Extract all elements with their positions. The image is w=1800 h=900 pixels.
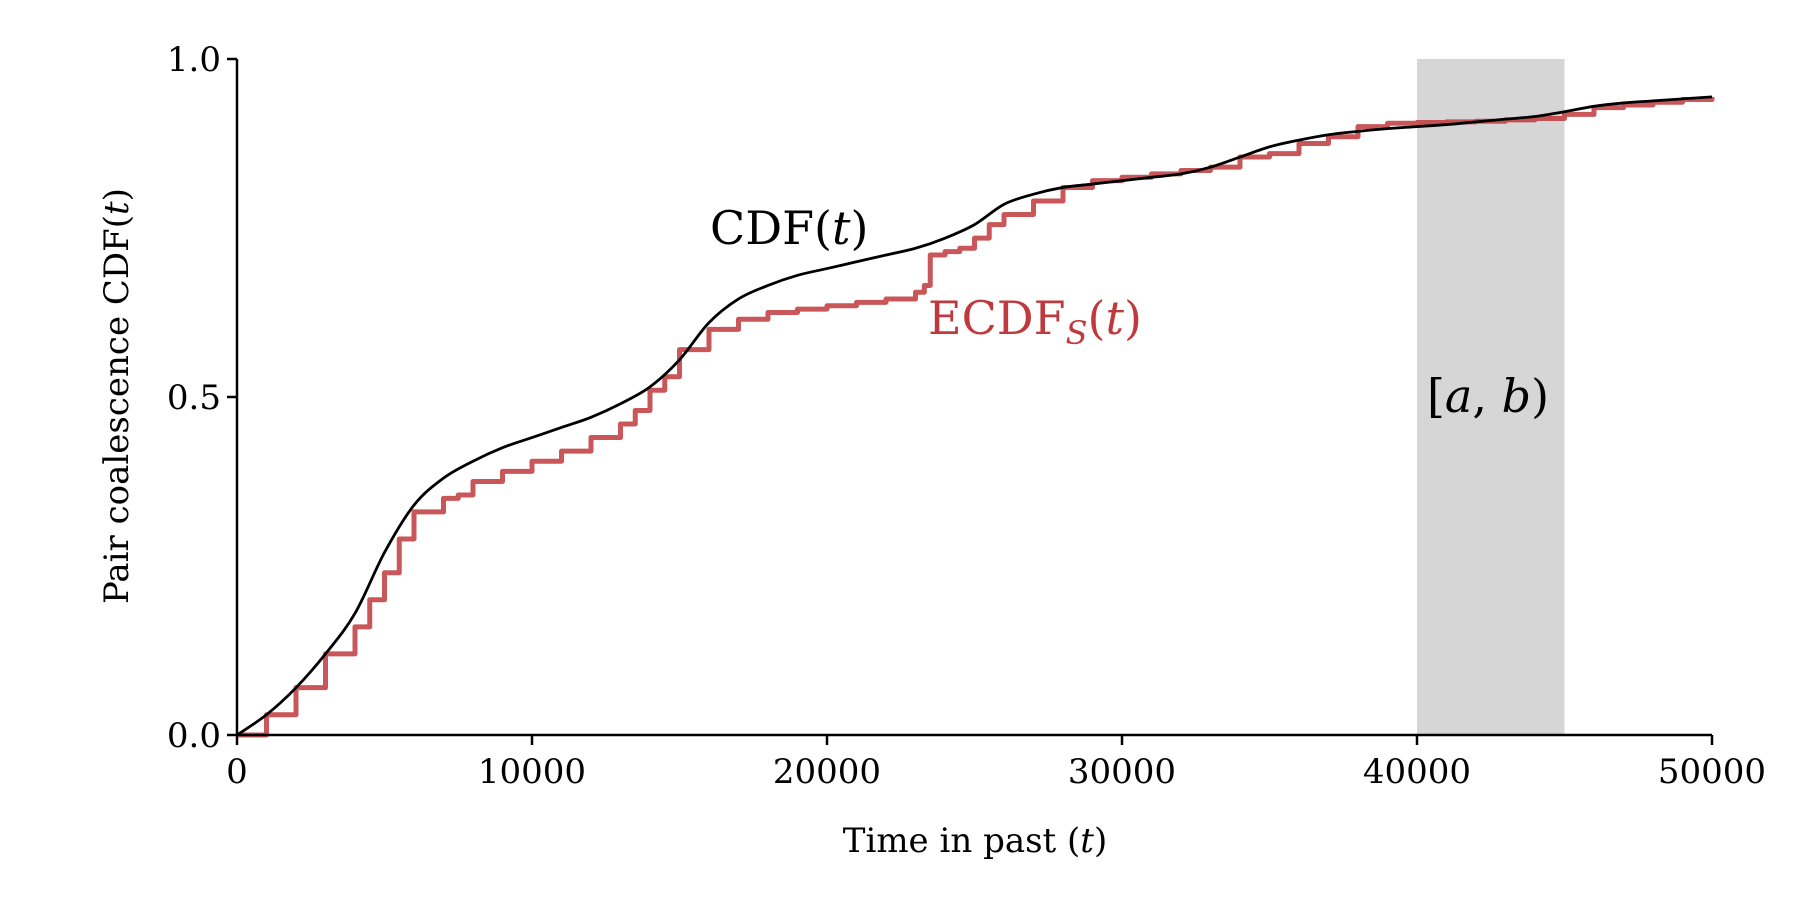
interval-label: [a, b) <box>1427 369 1549 423</box>
cdf-series-line <box>236 95 1713 737</box>
y-tick-label: 0.0 <box>167 716 221 756</box>
y-tick-label: 1.0 <box>167 40 221 80</box>
ecdf-series-line <box>237 96 1715 738</box>
x-ticks: 0 10000 20000 30000 40000 50000 <box>226 735 1766 792</box>
x-tick-label: 20000 <box>773 752 881 792</box>
x-tick-label: 30000 <box>1068 752 1176 792</box>
x-axis-label: Time in past (t) <box>843 821 1107 861</box>
axes: 0 10000 20000 30000 40000 50000 0.0 0.5 1.0 <box>167 40 1766 792</box>
y-ticks: 0.0 0.5 1.0 <box>167 40 237 756</box>
y-axis-label: Pair coalescence CDF(t) <box>97 188 137 604</box>
x-tick-label: 0 <box>226 752 248 792</box>
ecdf-series-label: ECDFS(t) <box>928 291 1142 352</box>
shaded-interval <box>1417 59 1565 735</box>
x-tick-label: 10000 <box>478 752 586 792</box>
y-tick-label: 0.5 <box>167 378 221 418</box>
cdf-series-label: CDF(t) <box>710 201 868 255</box>
x-tick-label: 40000 <box>1363 752 1471 792</box>
x-tick-label: 50000 <box>1658 752 1766 792</box>
plot-area <box>236 59 1715 738</box>
